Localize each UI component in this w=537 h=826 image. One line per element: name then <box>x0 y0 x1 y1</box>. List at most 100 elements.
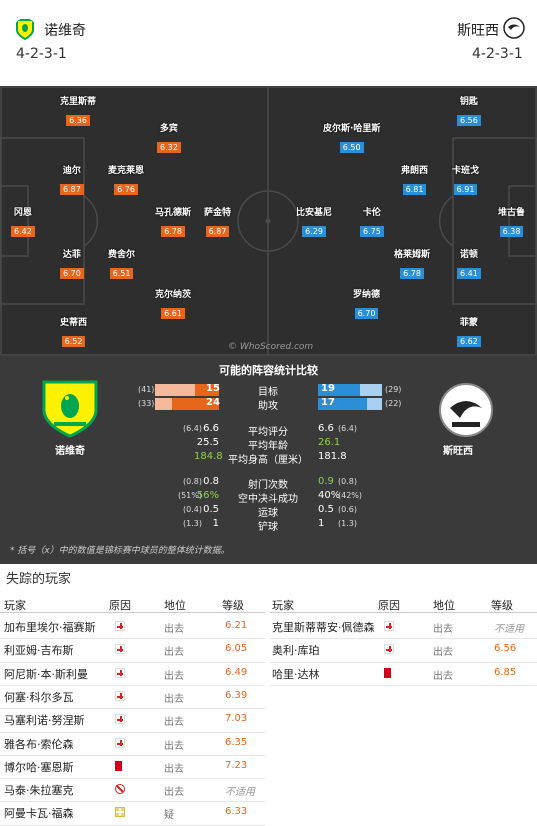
player-rating: 6.42 <box>11 226 35 237</box>
missing-player-rating: 6.21 <box>225 620 248 631</box>
away-bar-value: 19 <box>321 383 335 394</box>
away-formation: 4-2-3-1 <box>472 46 523 62</box>
player-name: 萨金特 <box>204 208 232 218</box>
player-name: 罗纳德 <box>353 290 381 300</box>
away-player[interactable]: 罗纳德 6.70 <box>353 290 380 320</box>
home-player[interactable]: 萨金特 6.87 <box>204 208 231 238</box>
home-sub-value: (51%) <box>177 491 202 500</box>
player-rating: 6.61 <box>161 308 185 319</box>
missing-player-name[interactable]: 何塞·科尔多瓦 <box>4 690 74 704</box>
away-stat-value: 0.9 <box>318 476 334 487</box>
away-sub-value: (1.3) <box>338 519 357 528</box>
away-player[interactable]: 钥匙 6.56 <box>457 97 481 127</box>
missing-player-name[interactable]: 阿曼卡瓦·福森 <box>4 807 74 821</box>
row-divider <box>270 661 537 663</box>
away-badge-label: 斯旺西 <box>443 446 473 457</box>
home-badge-label: 诺维奇 <box>55 446 85 457</box>
away-player[interactable]: 弗朗西 6.81 <box>401 166 428 196</box>
home-stat-value: 6.6 <box>203 423 219 434</box>
missing-player-status: 出去 <box>433 647 453 659</box>
player-rating: 6.62 <box>457 336 481 347</box>
player-name: 马孔德斯 <box>155 208 192 218</box>
home-team-name[interactable]: 诺维奇 <box>44 23 86 39</box>
missing-player-rating: 7.23 <box>225 759 248 771</box>
stat-label: 铲球 <box>258 522 278 533</box>
missing-player-name[interactable]: 奥利·库珀 <box>272 644 320 658</box>
banned-icon <box>115 784 125 795</box>
home-player[interactable]: 迪尔 6.87 <box>60 166 84 196</box>
missing-player-status: 出去 <box>433 670 453 682</box>
stat-label: 空中决斗成功 <box>238 494 298 505</box>
player-name: 克里斯蒂 <box>60 97 97 107</box>
player-name: 菲蒙 <box>459 318 478 328</box>
home-player[interactable]: 达菲 6.70 <box>60 250 84 280</box>
missing-player-status: 出去 <box>164 670 184 682</box>
missing-player-name[interactable]: 马泰·朱拉塞克 <box>4 784 74 798</box>
away-player[interactable]: 诺顿 6.41 <box>457 250 481 280</box>
away-stat-value: 0.5 <box>318 504 334 515</box>
missing-player-name[interactable]: 加布里埃尔·福赛斯 <box>4 621 96 634</box>
injury-icon <box>384 621 394 631</box>
missing-player-name[interactable]: 利亚姆·吉布斯 <box>4 644 74 658</box>
away-total-value: (22) <box>385 399 402 408</box>
home-player[interactable]: 克尔纳茨 6.61 <box>155 290 191 320</box>
home-player[interactable]: 费舍尔 6.51 <box>108 250 135 280</box>
row-divider <box>270 638 537 640</box>
home-bar-value: 24 <box>206 397 220 408</box>
home-player[interactable]: 克里斯蒂 6.36 <box>60 97 96 127</box>
red-card-icon <box>115 760 122 771</box>
home-sub-value: (6.4) <box>183 424 202 433</box>
player-rating: 6.70 <box>60 268 84 279</box>
away-player[interactable]: 格莱姆斯 6.78 <box>394 250 430 280</box>
away-col-reason: 原因 <box>378 599 400 612</box>
away-stat-value: 40% <box>318 490 341 501</box>
away-sub-value: (42%) <box>338 491 363 500</box>
row-divider <box>0 661 265 663</box>
player-name: 多宾 <box>159 124 178 134</box>
row-divider <box>0 708 265 710</box>
injury-icon <box>115 667 125 678</box>
away-player[interactable]: 堆古鲁 6.38 <box>498 208 525 238</box>
missing-player-name[interactable]: 阿尼斯·本·斯利曼 <box>4 667 88 681</box>
away-col-status: 地位 <box>433 599 455 612</box>
missing-player-status: 出去 <box>164 740 184 752</box>
away-player[interactable]: 比安基尼 6.29 <box>296 208 332 238</box>
stat-label: 射门次数 <box>248 480 288 491</box>
home-stat-value: 1 <box>212 518 219 529</box>
row-divider <box>270 684 537 686</box>
missing-player-name[interactable]: 克里斯蒂蒂安·佩德森 <box>272 621 375 634</box>
player-rating: 6.56 <box>457 115 481 126</box>
missing-player-status: 出去 <box>164 787 184 799</box>
away-col-rating: 等级 <box>491 599 513 612</box>
missing-player-status: 出去 <box>164 717 184 729</box>
injury-icon <box>115 621 125 631</box>
away-player[interactable]: 卡伦 6.75 <box>360 208 384 238</box>
missing-player-status: 出去 <box>164 647 184 659</box>
missing-player-name[interactable]: 马塞利诺·努涅斯 <box>4 714 85 728</box>
injury-icon <box>384 644 394 655</box>
missing-player-name[interactable]: 哈里·达林 <box>272 667 320 681</box>
away-player[interactable]: 菲蒙 6.62 <box>457 318 481 348</box>
home-player[interactable]: 多宾 6.32 <box>157 124 181 154</box>
away-player[interactable]: 皮尔斯·哈里斯 6.50 <box>323 124 380 154</box>
away-bar-fill <box>318 398 368 410</box>
away-player[interactable]: 卡班戈 6.91 <box>452 166 479 196</box>
player-name: 达菲 <box>62 250 81 260</box>
player-name: 冈恩 <box>13 208 32 218</box>
home-col-reason: 原因 <box>109 599 131 612</box>
home-player[interactable]: 冈恩 6.42 <box>11 208 35 238</box>
away-team-name[interactable]: 斯旺西 <box>457 23 499 39</box>
player-rating: 6.29 <box>302 226 326 237</box>
missing-player-name[interactable]: 雅各布·索伦森 <box>4 737 74 751</box>
home-total-value: (33) <box>138 399 155 408</box>
home-player[interactable]: 麦克莱恩 6.76 <box>108 166 144 196</box>
red-card-icon <box>384 667 391 678</box>
player-rating: 6.75 <box>360 226 384 237</box>
missing-player-name[interactable]: 博尔哈·塞恩斯 <box>4 760 74 774</box>
home-stat-value: 56% <box>196 490 219 501</box>
away-sub-value: (0.8) <box>338 477 357 486</box>
player-name: 弗朗西 <box>401 166 429 176</box>
player-rating: 6.91 <box>453 184 478 195</box>
home-player[interactable]: 史蒂西 6.52 <box>60 318 87 348</box>
home-player[interactable]: 马孔德斯 6.78 <box>155 208 191 238</box>
